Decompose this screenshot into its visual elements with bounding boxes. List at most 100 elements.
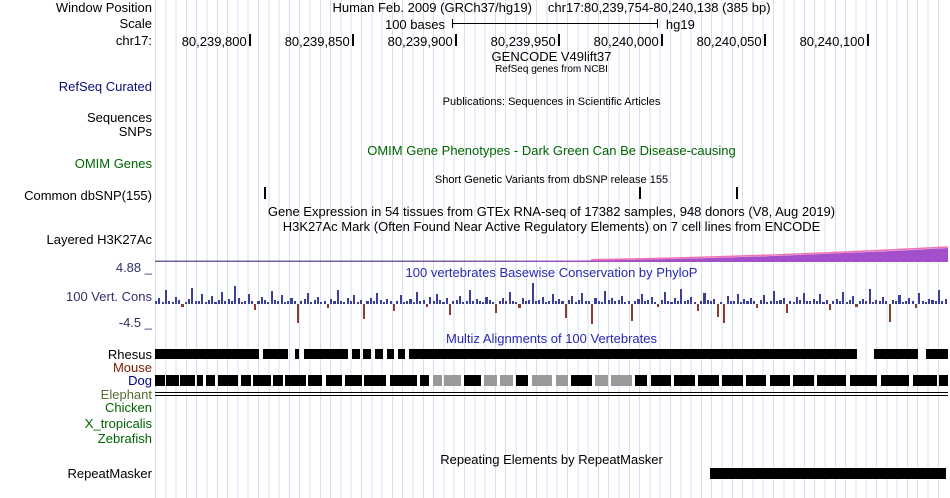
alignment-segment[interactable] — [308, 375, 323, 386]
phylop-bar — [901, 301, 904, 304]
scale-value-label: 100 bases — [384, 17, 445, 32]
phylop-bar — [762, 295, 766, 304]
alignment-segment[interactable] — [397, 349, 405, 359]
alignment-segment[interactable] — [408, 349, 857, 359]
alignment-segment[interactable] — [769, 375, 791, 386]
alignment-segment[interactable] — [849, 375, 878, 386]
phylop-bar — [815, 300, 818, 304]
alignment-segment[interactable] — [155, 349, 259, 359]
alignment-segment[interactable] — [386, 349, 394, 359]
alignment-segment[interactable] — [515, 375, 529, 386]
phylop-bar — [244, 300, 247, 304]
phylop-bar — [597, 300, 600, 304]
phylop-bar — [277, 301, 280, 304]
ruler-tick[interactable] — [248, 34, 251, 46]
alignment-segment[interactable] — [155, 375, 165, 386]
phylop-bar — [495, 303, 498, 313]
alignment-segment[interactable] — [294, 349, 300, 359]
phylop-bar — [928, 299, 931, 304]
plot-area[interactable]: Human Feb. 2009 (GRCh37/hg19) chr17:80,23… — [155, 0, 948, 498]
phylop-bar — [872, 301, 875, 304]
alignment-segment[interactable] — [389, 375, 418, 386]
alignment-segment[interactable] — [253, 375, 271, 386]
phylop-bar — [303, 299, 306, 304]
alignment-segment[interactable] — [913, 375, 937, 386]
alignment-segment[interactable] — [304, 349, 348, 359]
ruler-tick[interactable] — [763, 34, 766, 46]
phylop-bar — [429, 297, 432, 304]
alignment-segment[interactable] — [722, 375, 743, 386]
ruler-tick-label: 80,240,000 — [593, 34, 659, 49]
alignment-segment[interactable] — [180, 375, 195, 386]
alignment-segment[interactable] — [364, 375, 386, 386]
ruler-tick[interactable] — [557, 34, 560, 46]
alignment-segment[interactable] — [419, 375, 430, 386]
alignment-segment[interactable] — [344, 375, 362, 386]
dbsnp-variant-tick[interactable] — [736, 187, 739, 199]
alignment-segment[interactable] — [611, 375, 632, 386]
phylop-wiggle[interactable] — [155, 280, 948, 326]
alignment-segment[interactable] — [555, 375, 569, 386]
alignment-segment[interactable] — [205, 375, 216, 386]
alignment-segment[interactable] — [262, 349, 289, 359]
alignment-segment[interactable] — [351, 349, 360, 359]
alignment-segment[interactable] — [325, 375, 343, 386]
phylop-bar — [736, 293, 739, 304]
phylop-bar — [287, 300, 290, 304]
label-scale: Scale — [119, 16, 152, 31]
phylop-bar — [376, 292, 379, 304]
alignment-segment[interactable] — [531, 375, 553, 386]
alignment-segment[interactable] — [273, 375, 283, 386]
phylop-bar — [306, 293, 310, 304]
phylop-bar — [759, 299, 762, 304]
ruler-tick[interactable] — [454, 34, 457, 46]
alignment-segment[interactable] — [925, 349, 948, 359]
h3k27ac-layered-chart[interactable] — [155, 246, 948, 262]
alignment-segment[interactable] — [240, 375, 251, 386]
alignment-segment[interactable] — [484, 375, 497, 386]
phylop-bar — [594, 298, 597, 304]
alignment-segment[interactable] — [217, 375, 239, 386]
alignment-segment[interactable] — [595, 375, 608, 386]
ruler-tick[interactable] — [660, 34, 663, 46]
phylop-bar — [944, 298, 947, 304]
repeat-element[interactable] — [710, 468, 946, 479]
alignment-segment[interactable] — [793, 375, 814, 386]
alignment-segment[interactable] — [745, 375, 767, 386]
alignment-segment[interactable] — [881, 375, 910, 386]
alignment-segment[interactable] — [285, 375, 306, 386]
phylop-bar — [640, 294, 643, 304]
ruler-tick[interactable] — [866, 34, 869, 46]
alignment-segment[interactable] — [362, 349, 371, 359]
scale-bar-left-tick — [451, 19, 453, 28]
alignment-segment[interactable] — [571, 375, 592, 386]
alignment-segment[interactable] — [197, 375, 204, 386]
alignment-segment[interactable] — [650, 375, 672, 386]
alignment-segment[interactable] — [464, 375, 481, 386]
dbsnp-variant-tick[interactable] — [639, 187, 642, 199]
phylop-bar — [320, 302, 323, 304]
dbsnp-variant-tick[interactable] — [264, 187, 267, 199]
alignment-segment[interactable] — [432, 375, 442, 386]
alignment-segment[interactable] — [374, 349, 384, 359]
phylop-bar — [257, 300, 260, 304]
ruler-tick[interactable] — [351, 34, 354, 46]
alignment-segment[interactable] — [166, 375, 179, 386]
alignment-thin-line[interactable] — [155, 392, 948, 396]
species-label: X_tropicalis — [84, 416, 152, 431]
alignment-segment[interactable] — [873, 349, 918, 359]
phylop-bar — [178, 300, 181, 304]
phylop-bar — [554, 301, 557, 304]
phylop-bar — [756, 303, 759, 308]
phylop-bar — [472, 301, 475, 304]
alignment-segment[interactable] — [674, 375, 695, 386]
alignment-segment[interactable] — [634, 375, 648, 386]
alignment-segment[interactable] — [939, 375, 948, 386]
phylop-bar — [442, 301, 445, 304]
alignment-segment[interactable] — [500, 375, 513, 386]
alignment-segment[interactable] — [444, 375, 462, 386]
phylop-bar — [749, 297, 752, 304]
alignment-segment[interactable] — [698, 375, 719, 386]
phylop-bar — [353, 295, 356, 304]
alignment-segment[interactable] — [817, 375, 846, 386]
